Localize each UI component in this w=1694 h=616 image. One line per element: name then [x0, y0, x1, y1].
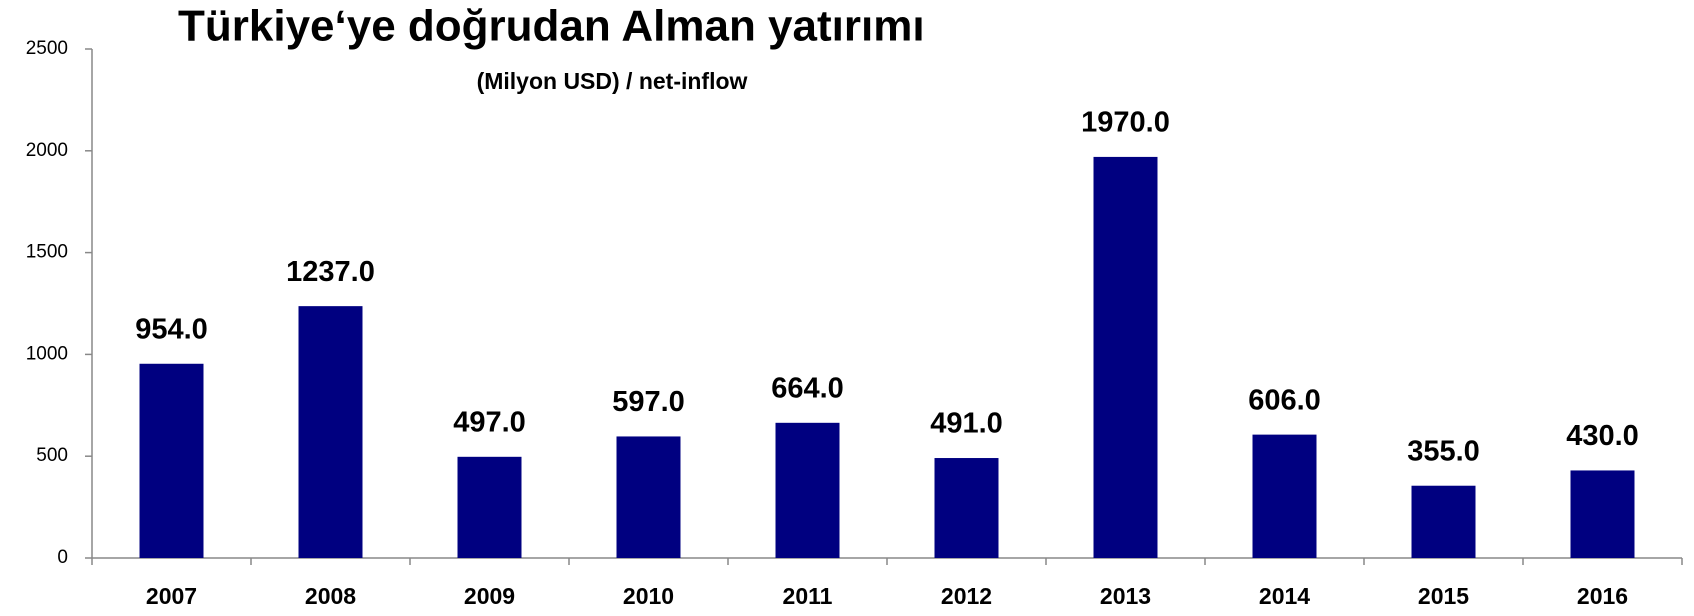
y-tick-label: 1000	[26, 343, 68, 364]
value-label: 430.0	[1566, 420, 1639, 452]
x-tick-label: 2010	[623, 583, 674, 609]
bar	[457, 456, 522, 558]
value-label: 597.0	[612, 386, 685, 418]
y-tick-label: 2000	[26, 140, 68, 161]
x-tick-label: 2011	[783, 583, 833, 609]
bar	[775, 422, 840, 558]
y-tick-label: 2500	[26, 38, 68, 59]
value-label: 355.0	[1407, 435, 1480, 467]
value-label: 491.0	[930, 408, 1003, 440]
x-tick-label: 2015	[1418, 583, 1469, 609]
value-label: 954.0	[135, 313, 208, 345]
value-label: 497.0	[453, 406, 526, 438]
y-tick-label: 0	[57, 547, 68, 568]
bar	[1411, 485, 1476, 558]
chart-subtitle: (Milyon USD) / net-inflow	[477, 68, 748, 94]
x-tick-label: 2007	[146, 583, 197, 609]
chart-title: Türkiye‘ye doğrudan Alman yatırımı	[178, 2, 925, 51]
x-tick-label: 2016	[1577, 583, 1628, 609]
bar	[298, 306, 363, 558]
bar	[616, 436, 681, 558]
value-label: 664.0	[771, 372, 844, 404]
value-label: 1970.0	[1081, 107, 1170, 139]
y-tick-label: 500	[36, 445, 68, 466]
bar	[934, 458, 999, 558]
bar	[1093, 156, 1158, 558]
value-label: 606.0	[1248, 384, 1321, 416]
bar	[139, 363, 204, 558]
y-tick-label: 1500	[26, 242, 68, 263]
x-tick-label: 2012	[941, 583, 992, 609]
bar	[1252, 434, 1317, 558]
x-tick-label: 2013	[1100, 583, 1151, 609]
x-tick-label: 2014	[1259, 583, 1310, 609]
x-tick-label: 2008	[305, 583, 356, 609]
bar	[1570, 470, 1635, 558]
x-tick-label: 2009	[464, 583, 515, 609]
value-label: 1237.0	[286, 256, 375, 288]
